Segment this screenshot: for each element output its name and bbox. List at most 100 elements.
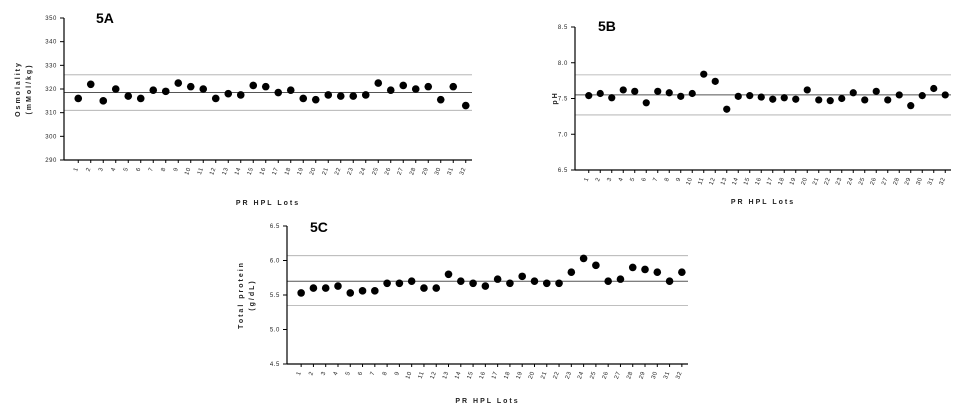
x-axis-label: PR HPL Lots: [236, 200, 300, 207]
x-tick-label: 7: [370, 371, 377, 377]
data-point: [249, 81, 258, 90]
x-tick-label: 32: [459, 167, 467, 177]
data-point: [349, 92, 358, 100]
x-tick-label: 12: [430, 371, 438, 381]
y-tick-label: 5.5: [270, 293, 280, 299]
y-tick-label: 6.0: [270, 259, 280, 265]
data-point: [780, 94, 788, 102]
data-point: [665, 277, 674, 286]
data-point: [665, 89, 673, 97]
y-tick-label: 6.5: [270, 224, 280, 230]
data-point: [309, 284, 318, 292]
y-tick-label: 310: [45, 111, 57, 117]
x-tick-label: 19: [789, 177, 797, 187]
x-tick-label: 23: [565, 371, 573, 381]
x-tick-label: 9: [676, 177, 683, 183]
data-point: [803, 86, 811, 94]
data-point: [334, 282, 342, 290]
x-tick-label: 15: [743, 177, 751, 187]
y-tick-label: 290: [45, 158, 57, 164]
data-point: [941, 91, 949, 99]
x-tick-label: 10: [184, 167, 192, 177]
data-point: [136, 94, 145, 103]
data-point: [436, 95, 445, 104]
data-point: [596, 89, 604, 98]
x-tick-label: 25: [858, 177, 866, 187]
x-tick-label: 6: [136, 167, 143, 173]
panel-title: 5C: [310, 219, 328, 235]
data-point: [723, 105, 731, 113]
data-point: [211, 94, 220, 103]
x-tick-label: 23: [347, 167, 355, 177]
data-point: [420, 284, 428, 292]
x-tick-label: 19: [516, 371, 524, 381]
y-axis-label: Osmolality (mMol/kg): [15, 61, 33, 117]
x-tick-label: 5: [123, 167, 130, 173]
x-tick-label: 31: [447, 167, 455, 177]
x-tick-label: 4: [618, 177, 625, 183]
x-tick-label: 21: [540, 371, 548, 381]
x-tick-label: 26: [870, 177, 878, 187]
data-point: [757, 93, 765, 101]
x-tick-label: 23: [835, 177, 843, 187]
x-tick-label: 8: [664, 177, 671, 183]
x-tick-label: 10: [686, 177, 694, 187]
y-axis-label: pH: [552, 91, 559, 104]
data-point: [261, 82, 270, 91]
y-tick-label: 8.0: [558, 61, 568, 67]
x-tick-label: 6: [641, 177, 648, 183]
x-tick-label: 11: [418, 371, 426, 380]
data-point: [274, 88, 283, 97]
data-point: [321, 284, 330, 292]
data-point: [186, 82, 195, 91]
x-tick-label: 4: [111, 167, 118, 173]
data-point: [711, 77, 719, 85]
x-tick-label: 3: [607, 177, 614, 183]
panel-title: 5B: [598, 18, 616, 34]
data-point: [838, 94, 846, 103]
data-point: [286, 86, 295, 94]
x-tick-label: 32: [939, 177, 947, 187]
x-tick-label: 31: [927, 177, 935, 187]
data-point: [411, 85, 420, 93]
x-tick-label: 21: [322, 167, 330, 177]
y-tick-label: 7.0: [558, 132, 568, 138]
data-point: [619, 86, 627, 94]
data-point: [346, 289, 355, 297]
x-tick-label: 25: [372, 167, 380, 177]
x-tick-label: 22: [334, 167, 342, 177]
data-point: [461, 101, 470, 110]
data-point: [395, 279, 404, 288]
x-tick-label: 5: [630, 177, 637, 183]
x-tick-label: 3: [321, 371, 328, 377]
data-point: [579, 254, 588, 263]
data-point: [608, 94, 616, 102]
x-tick-label: 28: [893, 177, 901, 187]
data-point: [399, 81, 408, 90]
data-point: [444, 270, 453, 279]
x-tick-label: 13: [222, 167, 230, 177]
data-point: [358, 287, 367, 295]
x-tick-label: 6: [357, 371, 364, 377]
y-tick-label: 6.5: [558, 168, 568, 174]
x-tick-label: 7: [148, 167, 155, 173]
data-point: [161, 87, 170, 96]
data-point: [449, 82, 458, 91]
x-tick-label: 2: [86, 167, 93, 173]
data-point: [688, 89, 696, 98]
data-point: [815, 96, 823, 104]
x-axis-label: PR HPL Lots: [731, 199, 795, 206]
data-point: [555, 279, 563, 288]
data-point: [700, 70, 708, 78]
x-tick-label: 21: [812, 177, 820, 187]
x-tick-label: 8: [382, 371, 389, 377]
data-point: [734, 92, 742, 100]
data-point: [174, 79, 183, 87]
y-tick-label: 330: [45, 63, 57, 69]
y-tick-label: 4.5: [270, 362, 280, 368]
x-tick-label: 27: [881, 177, 889, 187]
x-tick-label: 2: [308, 371, 315, 377]
x-tick-label: 20: [309, 167, 317, 177]
data-point: [769, 95, 777, 103]
